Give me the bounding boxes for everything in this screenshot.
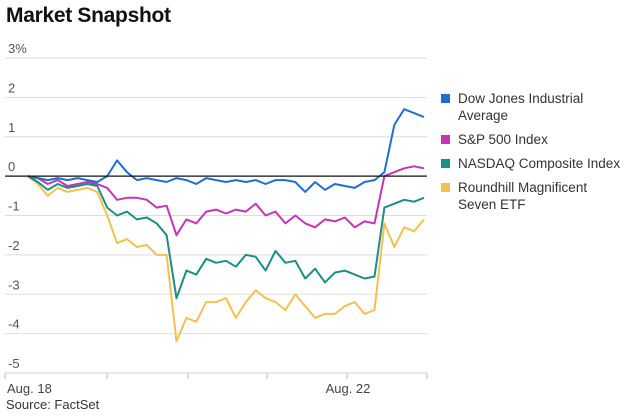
- x-tick-label: Aug. 18: [7, 381, 52, 396]
- y-tick-label: -2: [8, 238, 20, 253]
- y-tick-label: -5: [8, 356, 20, 371]
- y-tick-labels: 3% 2 1 0 -1 -2 -3 -4 -5: [8, 41, 27, 371]
- x-axis: Aug. 18 Aug. 22: [4, 372, 428, 396]
- y-tick-label: 1: [8, 120, 15, 135]
- series-lines: [27, 108, 425, 343]
- series-line-1: [27, 165, 425, 237]
- legend-item-roundhill: Roundhill Magnificent Seven ETF: [441, 179, 626, 213]
- legend: Dow Jones Industrial Average S&P 500 Ind…: [441, 90, 626, 220]
- x-tick-label: Aug. 22: [326, 381, 371, 396]
- legend-label-dow: Dow Jones Industrial Average: [458, 91, 584, 123]
- y-tick-label: 0: [8, 159, 15, 174]
- y-tick-label: 3%: [8, 41, 27, 56]
- legend-item-dow: Dow Jones Industrial Average: [441, 90, 626, 124]
- y-tick-label: -4: [8, 317, 20, 332]
- legend-swatch-sp500: [441, 135, 450, 144]
- grid: [5, 57, 427, 374]
- legend-item-nasdaq: NASDAQ Composite Index: [441, 155, 626, 172]
- series-line-0: [27, 108, 425, 193]
- y-tick-label: -1: [8, 199, 20, 214]
- legend-label-nasdaq: NASDAQ Composite Index: [458, 156, 621, 171]
- series-line-3: [27, 175, 425, 343]
- legend-swatch-nasdaq: [441, 159, 450, 168]
- legend-label-roundhill: Roundhill Magnificent Seven ETF: [458, 180, 588, 212]
- legend-label-sp500: S&P 500 Index: [458, 132, 548, 147]
- legend-item-sp500: S&P 500 Index: [441, 131, 626, 148]
- chart-title: Market Snapshot: [6, 4, 171, 27]
- y-tick-label: 2: [8, 80, 15, 95]
- legend-swatch-roundhill: [441, 183, 450, 192]
- y-tick-label: -3: [8, 277, 20, 292]
- legend-swatch-dow: [441, 94, 450, 103]
- source-note: Source: FactSet: [6, 397, 100, 412]
- series-line-2: [27, 175, 425, 300]
